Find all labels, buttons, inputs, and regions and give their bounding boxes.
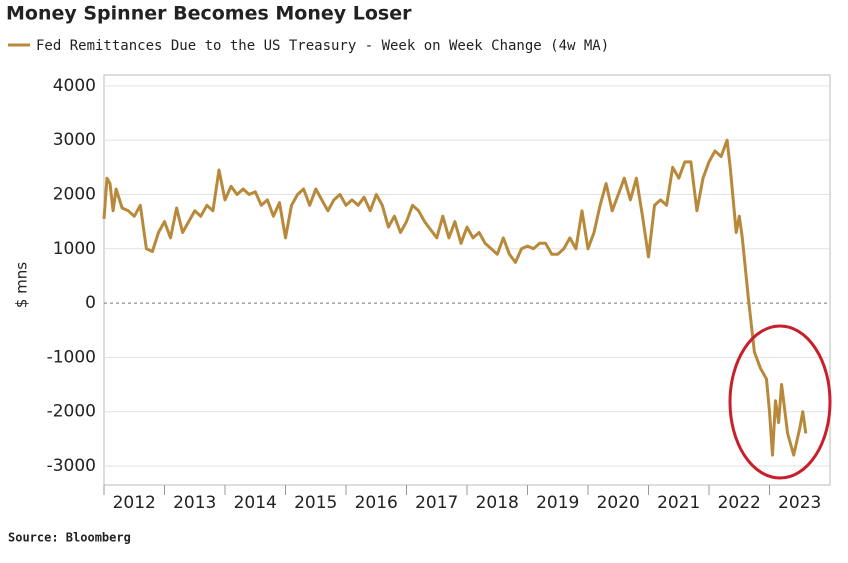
y-tick-label: 4000 [53,76,96,96]
y-axis-label: $ mns [13,262,31,308]
x-tick-label: 2019 [536,493,579,513]
source: Source: Bloomberg [8,531,131,545]
chart-title: Money Spinner Becomes Money Loser [6,3,412,25]
x-tick-label: 2017 [415,493,458,513]
x-tick-label: 2014 [234,493,277,513]
x-tick-label: 2012 [113,493,156,513]
legend-label: Fed Remittances Due to the US Treasury -… [36,38,609,54]
x-tick-label: 2015 [294,493,337,513]
plot-area: -3000 -2000 -1000 0 1000 2000 3000 4000 2012 2013… [47,74,831,513]
y-tick-label: -1000 [47,347,96,367]
y-tick-label: -2000 [47,402,96,422]
y-tick-label: 1000 [53,239,96,259]
x-tick-label: 2021 [657,493,700,513]
x-tick-label: 2020 [597,493,640,513]
y-tick-label: -3000 [47,456,96,476]
data-line [102,138,808,457]
y-tick-label: 0 [85,293,96,313]
y-tick-label: 2000 [53,184,96,204]
plot-frame [103,74,831,486]
x-tick-label: 2013 [173,493,216,513]
x-tick-label: 2016 [355,493,398,513]
y-tick-label: 3000 [53,130,96,150]
x-tick-label: 2023 [778,493,821,513]
highlight-circle [728,324,832,480]
x-tick-label: 2018 [476,493,519,513]
x-tick-label: 2022 [718,493,761,513]
